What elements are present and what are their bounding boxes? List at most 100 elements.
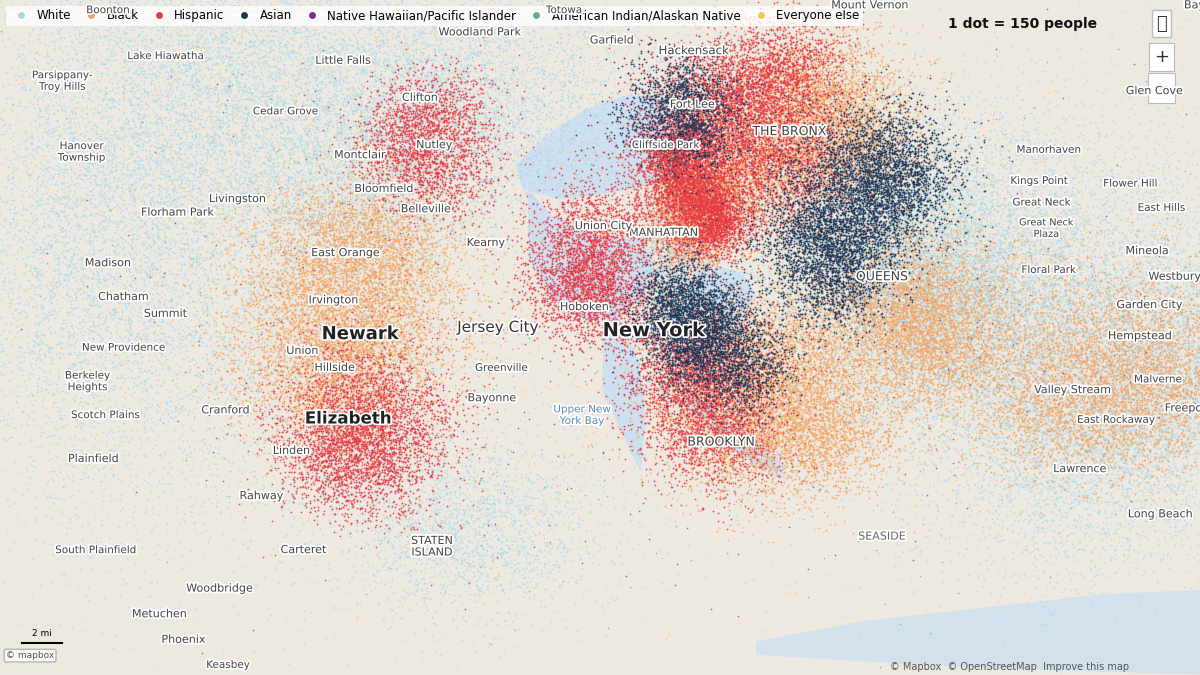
Point <box>461 95 480 106</box>
Point <box>1142 485 1162 495</box>
Point <box>80 158 100 169</box>
Point <box>149 207 168 217</box>
Point <box>415 423 434 434</box>
Point <box>342 433 361 444</box>
Point <box>774 260 793 271</box>
Point <box>900 241 919 252</box>
Point <box>1148 323 1168 333</box>
Point <box>756 343 775 354</box>
Point <box>860 228 880 239</box>
Point <box>211 36 230 47</box>
Point <box>774 289 793 300</box>
Point <box>904 346 923 356</box>
Point <box>397 488 416 499</box>
Point <box>713 341 732 352</box>
Point <box>650 171 670 182</box>
Point <box>797 164 816 175</box>
Point <box>817 42 836 53</box>
Point <box>469 293 488 304</box>
Point <box>216 128 235 139</box>
Point <box>422 464 442 475</box>
Point <box>264 319 283 330</box>
Point <box>634 207 653 217</box>
Point <box>388 43 407 54</box>
Point <box>677 401 696 412</box>
Point <box>846 267 865 278</box>
Point <box>266 304 286 315</box>
Point <box>371 321 390 331</box>
Point <box>1024 434 1043 445</box>
Point <box>406 438 425 449</box>
Point <box>598 325 617 335</box>
Point <box>70 312 89 323</box>
Point <box>433 437 452 448</box>
Point <box>606 115 625 126</box>
Point <box>433 159 452 169</box>
Point <box>317 103 336 113</box>
Point <box>659 344 678 355</box>
Point <box>778 157 797 167</box>
Point <box>395 342 414 352</box>
Point <box>1189 285 1200 296</box>
Point <box>445 523 464 534</box>
Point <box>850 203 869 214</box>
Point <box>302 410 322 421</box>
Point <box>574 256 593 267</box>
Point <box>918 271 937 281</box>
Point <box>68 56 88 67</box>
Point <box>942 338 961 348</box>
Point <box>710 188 730 199</box>
Point <box>82 311 101 322</box>
Point <box>665 330 684 341</box>
Point <box>691 147 710 158</box>
Point <box>588 108 607 119</box>
Point <box>253 408 272 419</box>
Point <box>1199 386 1200 397</box>
Point <box>697 313 716 324</box>
Point <box>1006 325 1025 336</box>
Point <box>743 182 762 192</box>
Point <box>1134 460 1153 470</box>
Point <box>151 62 170 73</box>
Point <box>739 252 758 263</box>
Point <box>941 188 960 199</box>
Point <box>1140 481 1159 491</box>
Point <box>1064 398 1084 409</box>
Point <box>559 193 578 204</box>
Point <box>941 225 960 236</box>
Point <box>210 144 229 155</box>
Point <box>653 273 672 284</box>
Point <box>659 208 678 219</box>
Point <box>1079 387 1098 398</box>
Point <box>811 168 830 179</box>
Point <box>797 322 816 333</box>
Point <box>1181 441 1200 452</box>
Point <box>644 211 664 221</box>
Point <box>779 163 798 173</box>
Point <box>946 396 965 406</box>
Point <box>1085 479 1104 489</box>
Point <box>1091 389 1110 400</box>
Point <box>1181 393 1200 404</box>
Point <box>782 160 802 171</box>
Point <box>286 218 305 229</box>
Point <box>959 387 978 398</box>
Point <box>654 107 673 117</box>
Point <box>926 512 946 523</box>
Point <box>678 227 697 238</box>
Point <box>311 200 330 211</box>
Point <box>317 245 336 256</box>
Point <box>374 355 394 366</box>
Point <box>722 212 742 223</box>
Point <box>173 160 192 171</box>
Point <box>720 403 739 414</box>
Point <box>239 351 258 362</box>
Point <box>334 389 353 400</box>
Point <box>781 93 800 104</box>
Point <box>0 66 16 77</box>
Point <box>716 130 736 140</box>
Point <box>467 614 486 625</box>
Point <box>685 427 704 438</box>
Point <box>527 58 546 69</box>
Point <box>850 295 869 306</box>
